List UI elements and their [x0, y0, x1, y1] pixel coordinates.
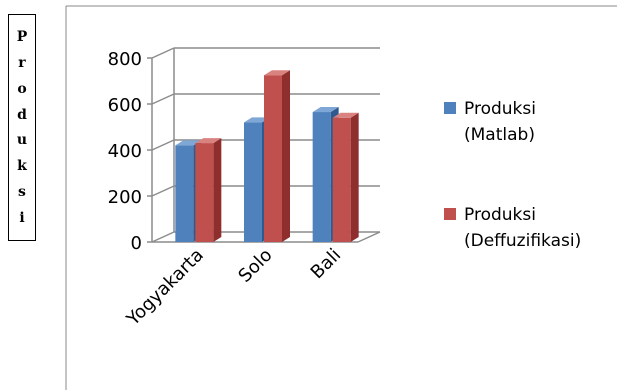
legend-swatch — [444, 208, 456, 220]
bar-top — [244, 117, 270, 123]
bar-top — [312, 107, 339, 113]
gridline-depth — [151, 139, 175, 151]
y-axis-title-letter: k — [17, 158, 27, 175]
bar-front — [195, 143, 214, 242]
floor-right-edge — [357, 231, 381, 243]
y-axis-title-letter: i — [19, 210, 25, 226]
y-axis-title-letter: u — [16, 132, 28, 149]
bar-top — [195, 138, 222, 144]
bar-side — [213, 138, 222, 242]
y-tick-labels: 0 200 400 600 800 — [108, 49, 142, 254]
gridline-depth — [151, 93, 175, 105]
bar-front — [332, 117, 351, 242]
y-axis-title-letter: P — [16, 28, 28, 45]
legend-item: Produksi (Deffuzifikasi) — [444, 202, 616, 254]
gridline-depth — [151, 185, 175, 197]
y-tick-label: 200 — [108, 187, 142, 208]
bar-front — [244, 122, 262, 242]
bar-side — [282, 70, 290, 242]
x-tick-label: Yogyakarta — [122, 245, 208, 331]
y-tick-label: 800 — [108, 49, 142, 70]
legend-swatch — [444, 102, 456, 114]
bar-top — [264, 70, 290, 76]
legend-label: Produksi (Deffuzifikasi) — [464, 205, 582, 251]
gridline-depth — [151, 47, 175, 59]
y-axis-title-letter: r — [18, 54, 26, 71]
y-axis-title-letter: o — [17, 80, 27, 97]
legend-item: Produksi (Matlab) — [444, 96, 616, 148]
bar-top — [332, 112, 359, 118]
bar-front — [312, 112, 331, 242]
bar-solo-series-1 — [264, 70, 290, 242]
bar-yogyakarta-series-1 — [195, 138, 222, 242]
bar-front — [175, 145, 194, 242]
bar-front — [264, 75, 282, 242]
gridline-depth — [151, 231, 175, 243]
bar-bali-series-1 — [332, 112, 359, 242]
bar-side — [350, 112, 359, 242]
y-axis-title-letter: d — [17, 106, 27, 123]
y-axis-title-letter: s — [18, 184, 26, 201]
bar-top — [175, 140, 202, 146]
bars — [175, 70, 359, 242]
y-tick-label: 600 — [108, 95, 142, 116]
y-tick-label: 400 — [108, 141, 142, 162]
x-tick-label: Solo — [234, 245, 276, 287]
x-tick-label: Bali — [307, 245, 345, 283]
legend-label: Produksi (Matlab) — [464, 99, 536, 145]
x-tick-labels: Yogyakarta Solo Bali — [122, 245, 345, 331]
y-tick-label: 0 — [131, 233, 142, 254]
